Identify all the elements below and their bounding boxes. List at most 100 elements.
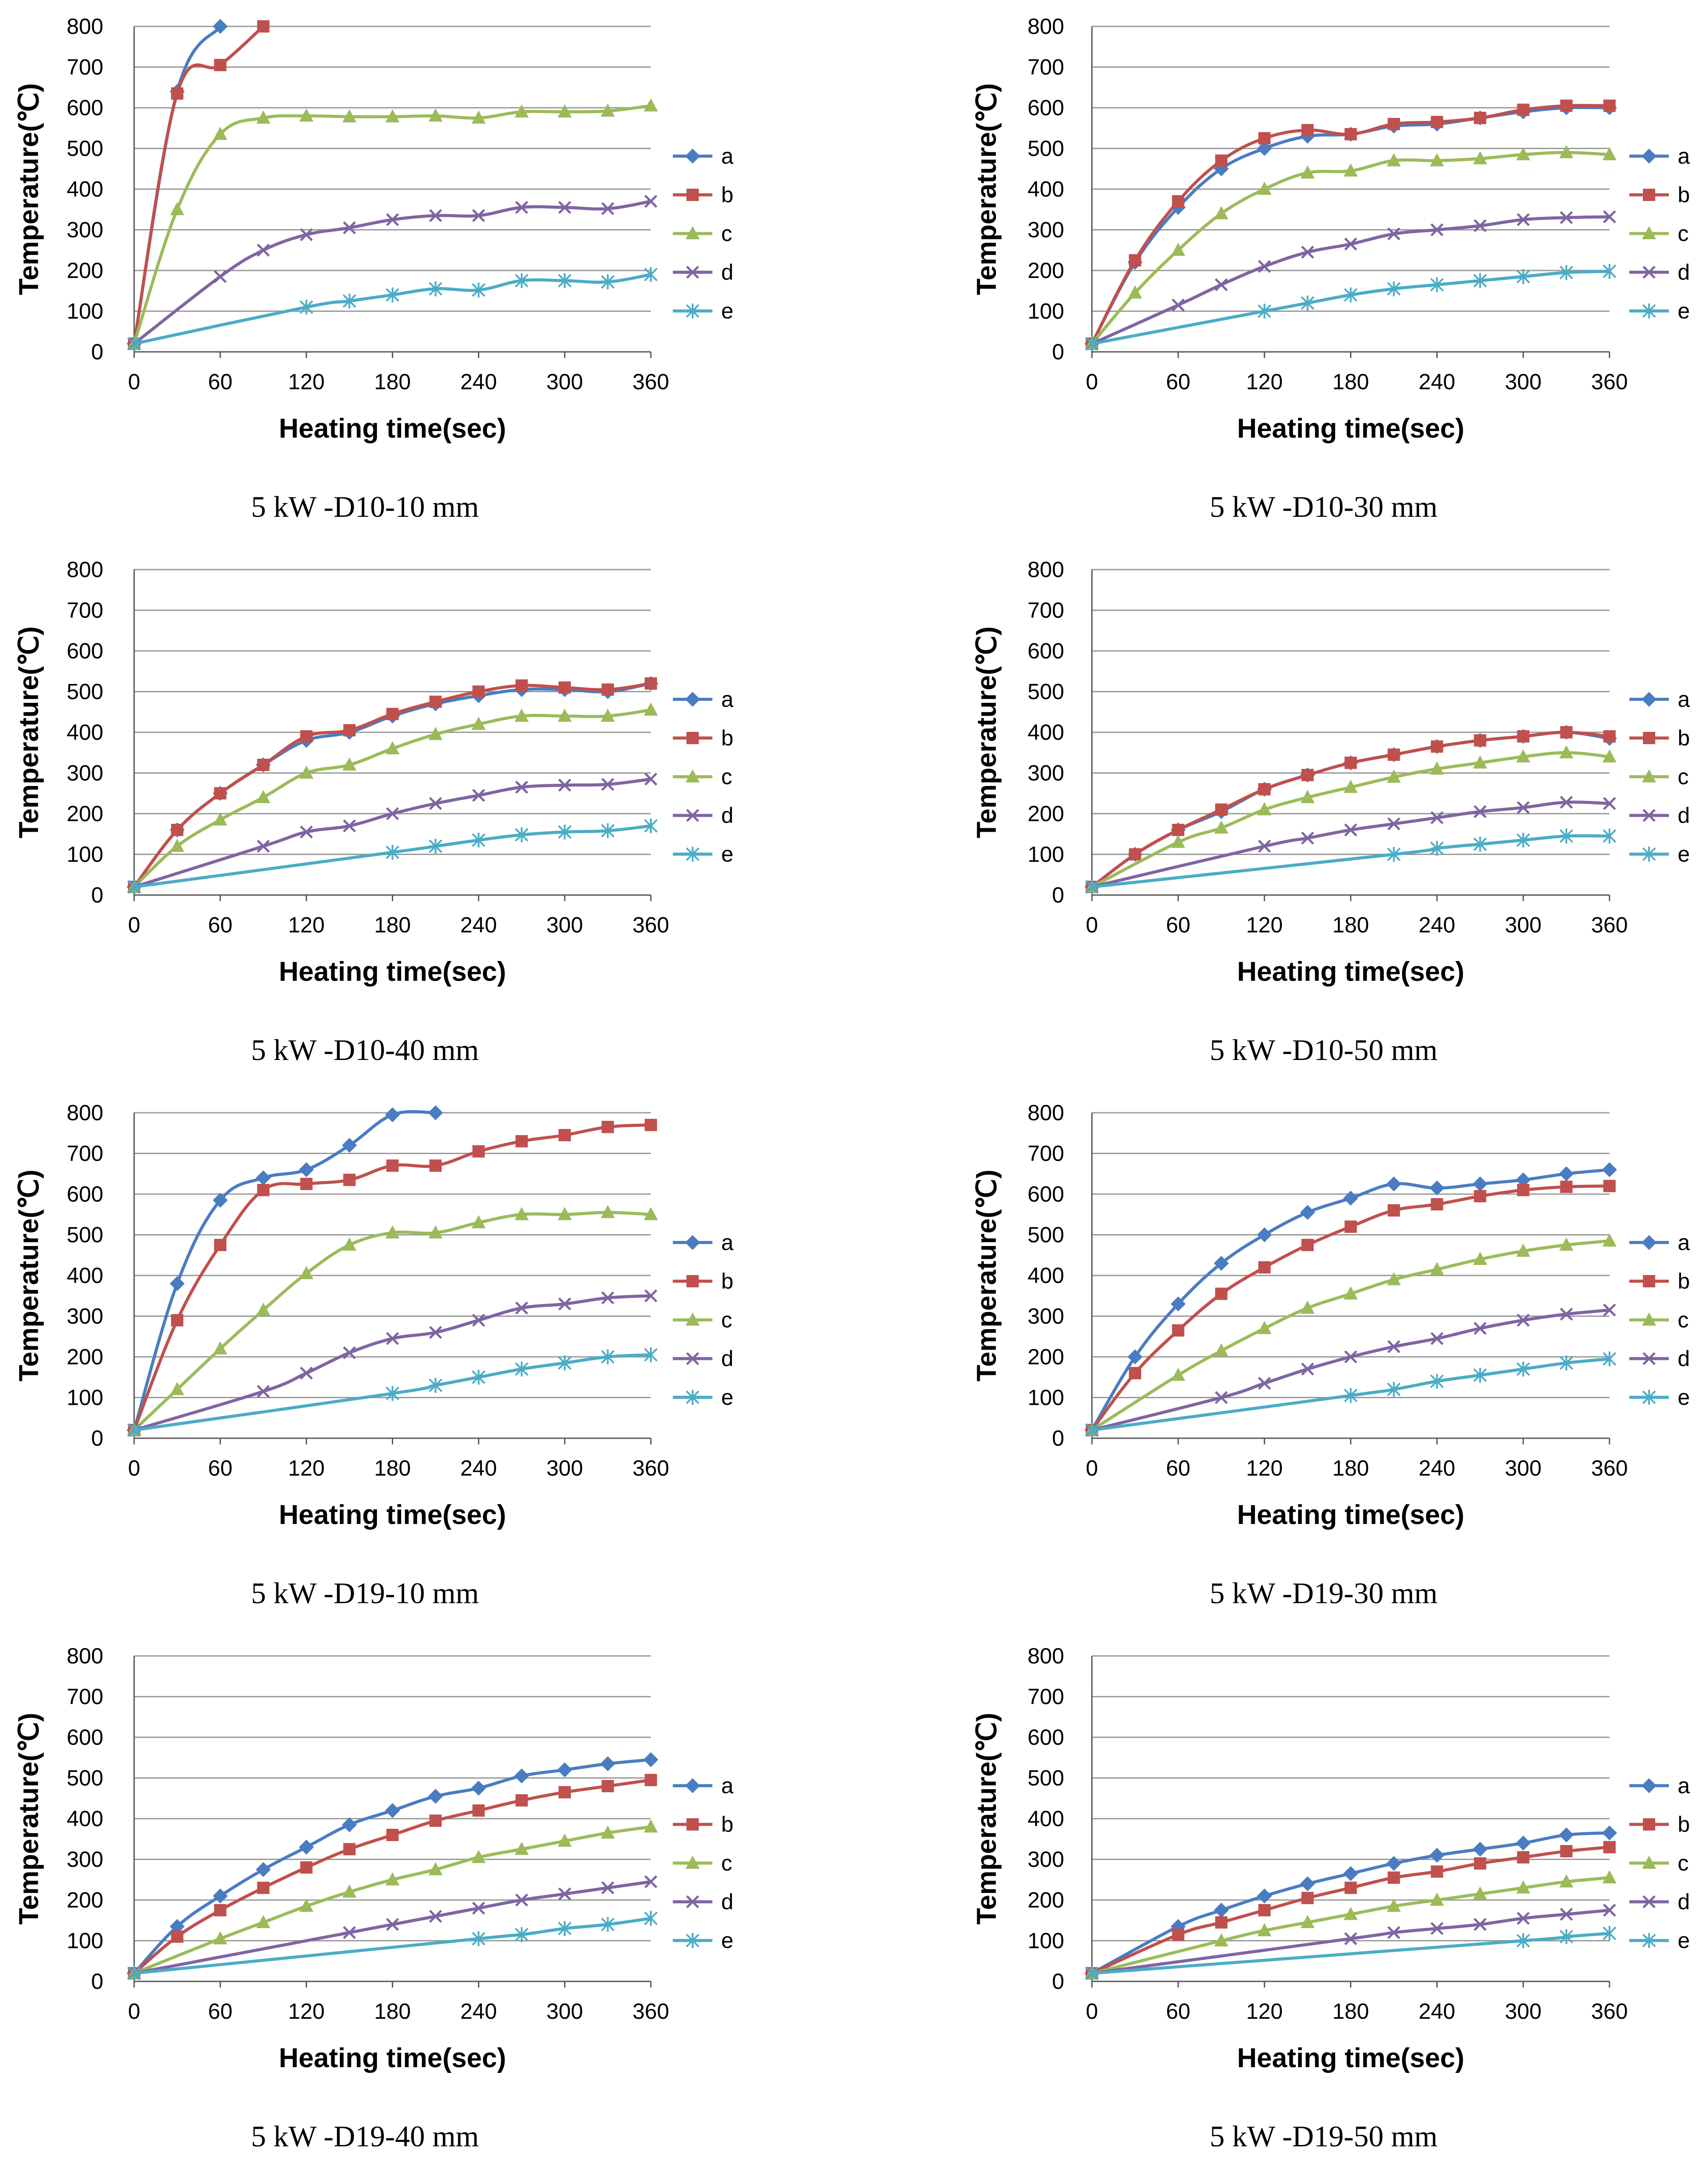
x-tick-label: 240 [460, 1456, 497, 1480]
series-b [1086, 1180, 1616, 1436]
legend-entry-a: a [1629, 687, 1690, 712]
data-point-e [429, 1378, 442, 1393]
data-point-c [1516, 749, 1530, 763]
legend-swatch-marker [685, 1235, 700, 1250]
data-point-c [170, 202, 184, 216]
data-point-b [214, 1239, 226, 1251]
series-e-line [132, 1353, 653, 1432]
x-tick-label: 120 [1246, 913, 1283, 937]
panel-caption: 5 kW -D19-10 mm [251, 1576, 479, 1610]
y-axis-title: Temperature(℃) [971, 1713, 1002, 1925]
data-point-c [428, 1225, 443, 1239]
data-point-d [299, 1367, 313, 1380]
legend-swatch-marker [1642, 809, 1656, 822]
legend-swatch-marker [1642, 266, 1656, 279]
series-b [128, 677, 657, 893]
data-point-a [428, 1105, 443, 1120]
series-b-line [132, 1123, 653, 1432]
data-point-b [343, 724, 356, 737]
legend-entry-d: d [673, 1889, 734, 1914]
data-point-d [386, 213, 399, 227]
data-point-b [645, 1774, 657, 1787]
y-tick-label: 0 [91, 883, 103, 907]
legend-entry-c: c [1629, 1308, 1689, 1332]
series-b [128, 1118, 657, 1436]
chart-panel-8: 0 100 200 300 400 500 600 700 800 0 60 120 180 240 300… [971, 1644, 1690, 2153]
data-point-b [1344, 128, 1357, 141]
data-point-b [602, 1780, 614, 1792]
data-point-a [255, 1170, 271, 1185]
data-point-c [1473, 151, 1487, 164]
data-point-e [471, 282, 485, 298]
data-point-c [299, 1266, 314, 1279]
y-tick-label: 700 [67, 1141, 103, 1166]
legend-entry-b: b [1629, 1269, 1690, 1294]
chart-panel-4: 0 100 200 300 400 500 600 700 800 0 60 120 180 240 300… [971, 557, 1690, 1067]
legend-swatch-marker [1642, 303, 1656, 318]
data-point-c [1473, 1886, 1487, 1900]
data-point-a [600, 1756, 616, 1772]
legend-label: e [721, 299, 734, 323]
data-point-b [1258, 783, 1271, 796]
x-tick-label: 360 [632, 1456, 669, 1480]
x-tick-label: 180 [1332, 1456, 1369, 1480]
y-tick-label: 800 [1028, 14, 1064, 39]
data-point-c [256, 1302, 270, 1316]
x-tick-label: 180 [374, 369, 411, 394]
data-point-c [1171, 1367, 1186, 1381]
data-point-b [1560, 726, 1573, 738]
data-point-c [1171, 242, 1186, 256]
y-tick-label: 800 [67, 1644, 103, 1668]
data-point-d [1301, 831, 1314, 845]
data-point-a [212, 1192, 228, 1208]
data-point-c [1257, 1923, 1272, 1937]
data-point-d [1430, 1922, 1444, 1935]
x-tick-label: 0 [128, 913, 140, 937]
legend-entry-e: e [673, 1385, 734, 1410]
legend-swatch-marker [686, 1390, 700, 1405]
data-point-e [515, 1927, 529, 1942]
data-point-c [1602, 1870, 1617, 1884]
data-point-d [644, 1289, 657, 1303]
data-point-b [1344, 756, 1357, 769]
data-point-d [558, 778, 571, 792]
data-point-a [1515, 1172, 1531, 1188]
legend-swatch-marker [1642, 847, 1656, 862]
data-point-d [1517, 801, 1530, 814]
legend-label: b [1678, 726, 1690, 750]
data-point-e [1516, 269, 1530, 284]
legend-entry-a: a [1629, 1773, 1690, 1798]
data-point-d [1344, 1932, 1358, 1945]
data-point-b [1431, 1865, 1443, 1878]
data-point-d [1430, 1332, 1444, 1345]
y-tick-label: 500 [1028, 1766, 1064, 1791]
data-point-c [1559, 1237, 1573, 1251]
data-point-d [515, 1301, 529, 1315]
legend-entry-d: d [673, 803, 734, 828]
data-point-d [1603, 1303, 1616, 1317]
data-point-b [1301, 769, 1314, 782]
legend-entry-a: a [1629, 144, 1690, 168]
legend-swatch-marker [1642, 1778, 1657, 1793]
data-point-d [1517, 1313, 1530, 1327]
data-point-c [558, 709, 572, 722]
legend-entry-d: d [673, 1346, 734, 1371]
series-e [1085, 828, 1617, 895]
x-tick-label: 60 [208, 1999, 233, 2024]
legend-entry-a: a [673, 1773, 734, 1798]
data-point-b [1258, 1904, 1271, 1917]
y-tick-label: 800 [1028, 1100, 1064, 1125]
legend-label: b [1678, 1269, 1690, 1294]
legend-entry-c: c [673, 221, 732, 246]
x-tick-label: 240 [460, 913, 497, 937]
legend-label: e [721, 842, 734, 866]
x-tick-label: 300 [1505, 913, 1541, 937]
y-tick-label: 800 [67, 14, 103, 39]
data-point-c [515, 1207, 529, 1221]
legend-label: e [721, 1385, 734, 1410]
y-tick-label: 100 [1028, 1929, 1064, 1953]
data-point-b [645, 1118, 657, 1131]
legend-swatch-marker [1642, 1390, 1656, 1405]
y-tick-label: 600 [67, 1182, 103, 1206]
data-point-d [1473, 219, 1487, 233]
